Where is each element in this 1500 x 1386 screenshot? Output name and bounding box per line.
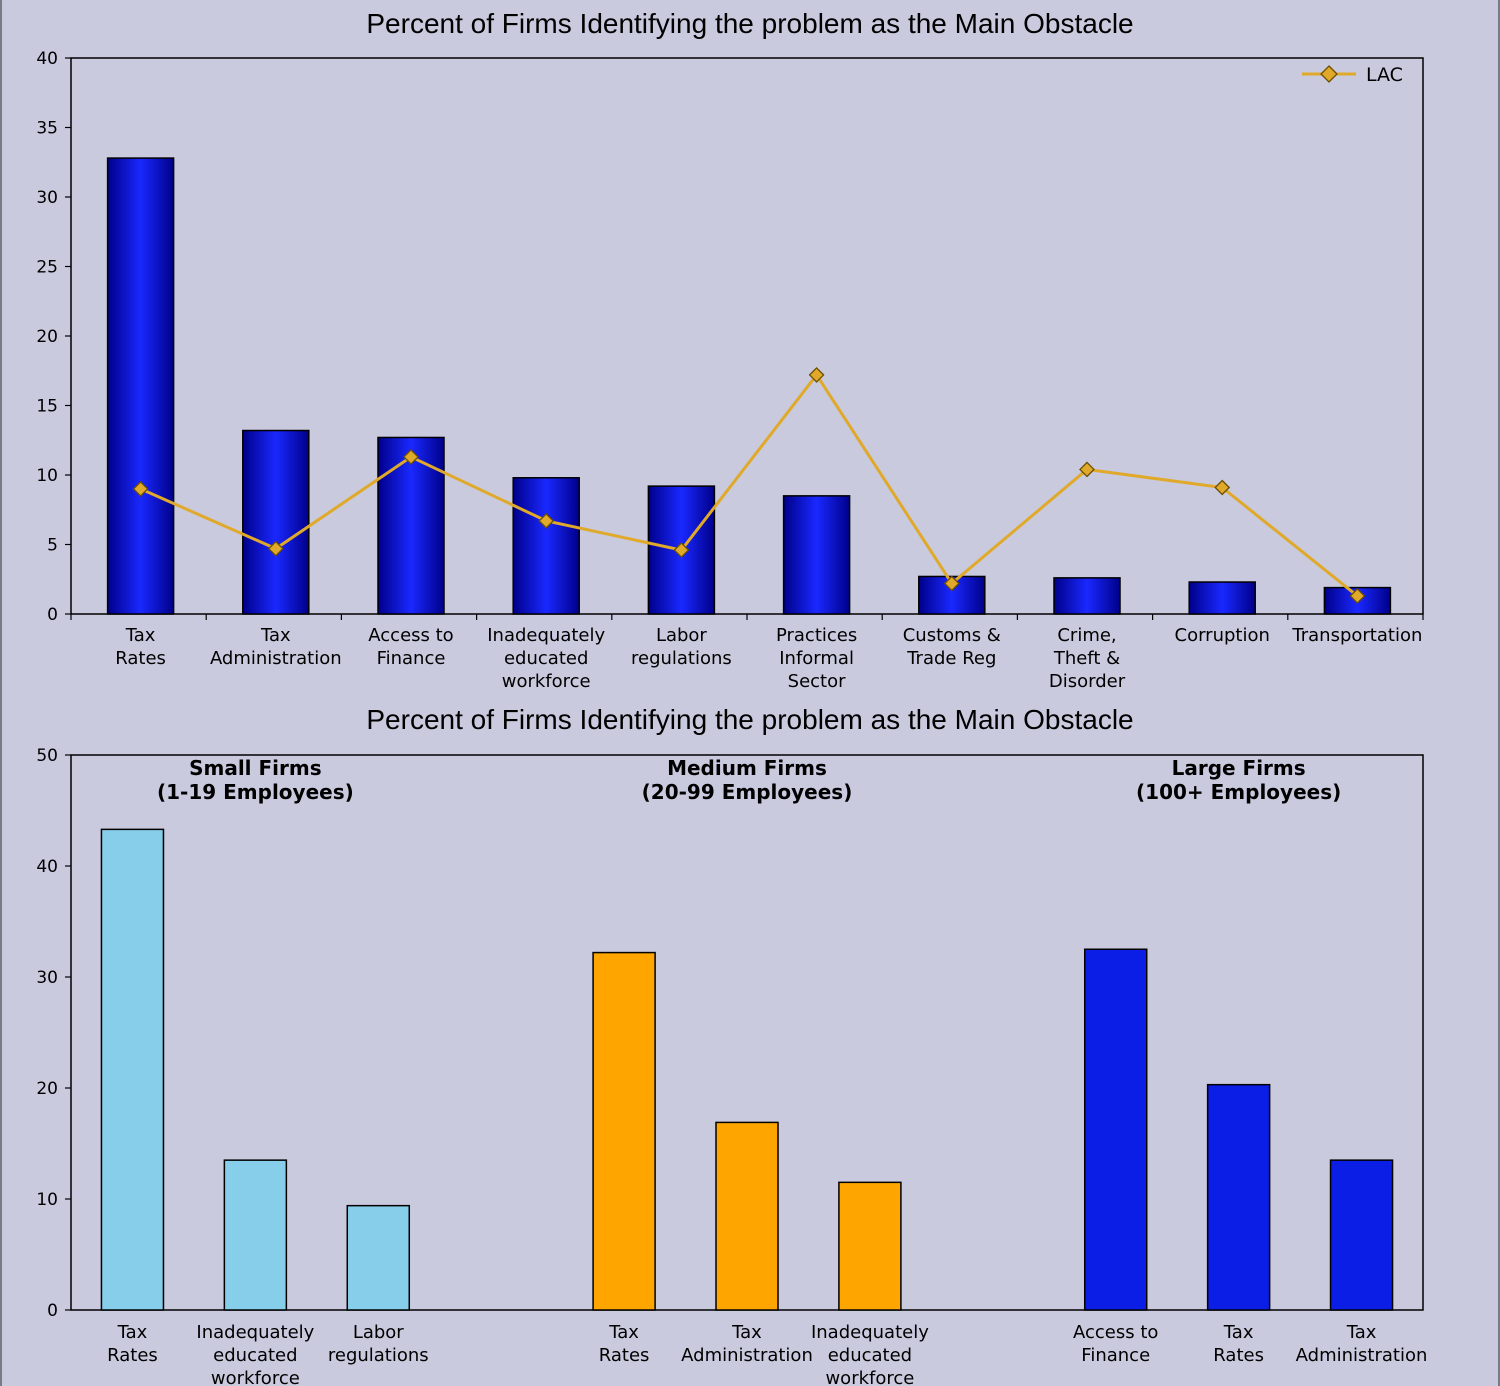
x-category-label: regulations [328,1345,429,1366]
x-category-label: Rates [1213,1345,1264,1366]
y-tick-label: 40 [36,857,58,877]
group-label: Large Firms [1172,756,1306,780]
y-tick-label: 30 [36,188,58,208]
x-category-label: regulations [631,648,732,669]
x-category-label: Informal [779,648,854,669]
lac-point [267,540,284,557]
y-tick-label: 40 [36,49,58,69]
x-category-label: workforce [502,671,591,692]
lac-point [673,542,690,558]
y-tick-label: 20 [36,1079,58,1099]
x-category-label: Inadequately [487,625,605,646]
x-category-label: Access to [1073,1322,1158,1343]
x-category-label: Access to [368,625,453,646]
group-label: (20-99 Employees) [642,780,853,804]
bar [782,495,851,615]
bar [242,429,310,615]
x-category-label: Customs & [903,625,1001,646]
x-category-label: workforce [825,1368,914,1386]
lac-point [808,367,825,383]
bar [1206,1083,1271,1311]
x-category-label: Disorder [1049,671,1126,692]
bar [1329,1159,1394,1311]
chart-top: Percent of Firms Identifying the problem… [36,8,1424,692]
x-category-label: Tax [117,1322,148,1343]
x-category-label: Tax [1346,1322,1377,1343]
y-tick-label: 30 [36,968,58,988]
x-category-label: educated [828,1345,912,1366]
group-label: Small Firms [189,756,322,780]
x-category-label: Finance [377,648,446,669]
x-category-label: Crime, [1057,625,1116,646]
x-category-label: Theft & [1053,648,1120,669]
bar [100,828,165,1311]
lac-line [139,372,1359,598]
y-tick-label: 20 [36,327,58,347]
lac-point [403,449,419,465]
x-category-label: Inadequately [811,1322,929,1343]
x-category-label: workforce [211,1368,300,1386]
y-tick-label: 25 [36,258,58,278]
lac-point [1349,588,1366,604]
x-category-label: Trade Reg [906,648,996,669]
x-category-label: Rates [115,648,166,669]
bar [1053,577,1121,615]
bar [346,1204,411,1311]
x-category-label: Sector [788,671,846,692]
lac-point [132,480,149,497]
x-category-label: Tax [260,625,291,646]
lac-point [1079,461,1095,478]
bar [715,1121,779,1311]
bar [838,1181,902,1311]
x-category-label: educated [504,648,588,669]
group-label: (1-19 Employees) [157,780,354,804]
bar [106,157,175,615]
y-tick-label: 50 [36,746,58,766]
bar [512,477,580,615]
lac-point [538,512,555,529]
lac-point [1214,479,1231,496]
x-category-label: Rates [107,1345,158,1366]
x-category-label: Labor [353,1322,404,1343]
x-category-label: Tax [125,625,156,646]
group-label: (100+ Employees) [1136,780,1341,804]
y-tick-label: 35 [36,119,58,139]
x-category-label: Corruption [1175,625,1270,646]
x-category-label: Administration [681,1345,813,1366]
lac-point [943,575,960,592]
chart-top-title: Percent of Firms Identifying the problem… [366,8,1133,39]
x-category-label: Administration [210,648,342,669]
x-category-label: educated [213,1345,297,1366]
y-tick-label: 5 [47,536,58,556]
x-category-label: Practices [776,625,857,646]
legend-marker [1320,65,1338,83]
x-category-label: Tax [731,1322,762,1343]
x-category-label: Tax [608,1322,639,1343]
chart-bottom-title: Percent of Firms Identifying the problem… [366,704,1133,735]
y-tick-label: 0 [47,605,58,625]
x-category-label: Tax [1223,1322,1254,1343]
x-category-label: Finance [1081,1345,1150,1366]
bar [1083,948,1148,1311]
x-category-label: Transportation [1291,625,1422,646]
bar [592,951,656,1311]
y-tick-label: 15 [36,397,58,417]
legend-label: LAC [1366,64,1403,86]
x-category-label: Labor [656,625,707,646]
group-label: Medium Firms [667,756,827,780]
y-tick-label: 10 [36,1190,58,1210]
x-category-label: Administration [1296,1345,1428,1366]
bar [223,1159,288,1311]
bar [1188,581,1256,615]
x-category-label: Inadequately [196,1322,314,1343]
y-tick-label: 10 [36,466,58,486]
y-tick-label: 0 [47,1301,58,1321]
x-category-label: Rates [599,1345,650,1366]
